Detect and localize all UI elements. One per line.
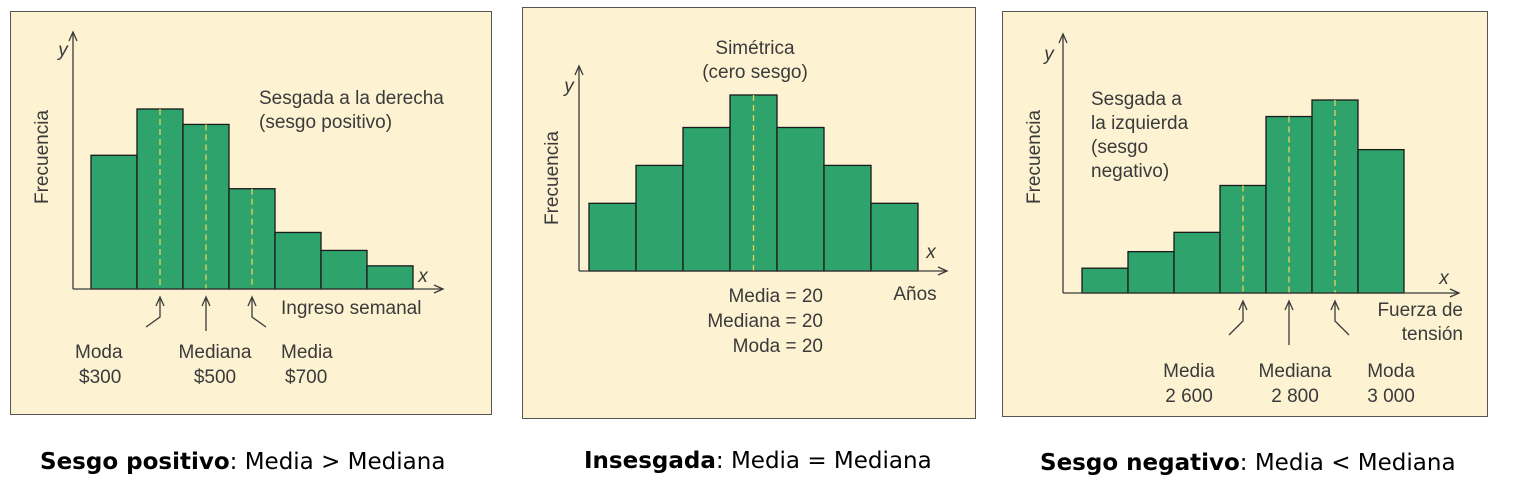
marker-value: 3 000: [1367, 386, 1415, 407]
caption-negative-skew-rest: : Media < Mediana: [1239, 450, 1456, 476]
center-stat-label: Moda = 20: [733, 336, 823, 357]
x-axis-arrow: [433, 284, 445, 294]
histogram-bar: [1265, 115, 1313, 294]
caption-symmetric-rest: : Media = Mediana: [715, 448, 932, 474]
chart-annotation-title: (sesgo positivo): [259, 112, 392, 133]
caption-symmetric-bold: Insesgada: [584, 448, 716, 474]
x-axis-label: Años: [893, 284, 936, 305]
histogram-bar: [366, 265, 414, 290]
chart-annotation-title: negativo): [1091, 161, 1169, 182]
marker-arrowhead: [247, 295, 257, 307]
histogram-bar: [682, 126, 731, 272]
panel-symmetric: y x Frecuencia Simétrica (cero sesgo) Años Med…: [522, 7, 976, 419]
histogram-bar: [90, 154, 138, 290]
histogram-bar: [823, 164, 872, 272]
marker-arrowhead: [1238, 299, 1248, 311]
marker-label: Media: [1163, 361, 1215, 382]
chart-annotation-title: la izquierda: [1091, 113, 1189, 134]
caption-negative-skew-bold: Sesgo negativo: [1040, 450, 1240, 476]
marker-label: Mediana: [1259, 361, 1332, 382]
y-axis-label: Frecuencia: [542, 131, 563, 225]
marker-arrowhead: [201, 295, 211, 307]
marker-label: Moda: [75, 342, 123, 363]
x-axis-symbol: x: [417, 266, 429, 287]
marker-arrowhead: [1284, 299, 1294, 311]
y-axis-label: Frecuencia: [32, 110, 53, 204]
marker-value: 2 600: [1165, 386, 1213, 407]
panel-negative-skew: y x Frecuencia Sesgada a la izquierda (sesgo n…: [1002, 11, 1488, 417]
histogram-bar: [1127, 250, 1175, 294]
caption-negative-skew: Sesgo negativo: Media < Mediana: [1040, 450, 1456, 476]
histogram-bar: [1357, 148, 1405, 294]
caption-positive-skew-rest: : Media > Mediana: [229, 449, 446, 475]
histogram-bar: [870, 202, 919, 272]
chart-annotation-title: Simétrica: [715, 38, 795, 59]
chart-negative-skew: y x Frecuencia Sesgada a la izquierda (sesgo n…: [1024, 32, 1463, 407]
marker-value: 2 800: [1271, 386, 1319, 407]
x-axis-label: tensión: [1402, 324, 1463, 345]
x-axis-symbol: x: [1438, 268, 1450, 289]
histogram-bar: [274, 231, 322, 290]
histogram-bar: [1173, 231, 1221, 294]
center-stat-label: Mediana = 20: [707, 311, 823, 332]
center-stat-label: Media = 20: [728, 286, 823, 307]
marker-label: Mediana: [179, 342, 252, 363]
chart-annotation-title: (sesgo: [1091, 137, 1148, 158]
x-axis-arrow: [937, 266, 949, 276]
chart-annotation-title: (cero sesgo): [702, 62, 808, 83]
marker-arrowhead: [1330, 299, 1340, 311]
caption-positive-skew: Sesgo positivo: Media > Mediana: [40, 449, 445, 475]
marker-arrowhead: [155, 295, 165, 307]
marker-value: $700: [285, 367, 327, 388]
x-axis-arrow: [1449, 288, 1461, 298]
y-axis-symbol: y: [56, 40, 69, 61]
y-axis-arrow: [68, 30, 78, 42]
marker-pointer-line: [1334, 303, 1350, 336]
marker-value: $500: [194, 367, 236, 388]
histogram-bar: [776, 126, 825, 272]
marker-pointer-line: [145, 299, 161, 328]
histogram-bar: [729, 94, 778, 272]
marker-value: $300: [79, 367, 121, 388]
y-axis-symbol: y: [562, 76, 575, 97]
marker-pointer-line: [251, 299, 267, 328]
y-axis-symbol: y: [1042, 44, 1055, 65]
caption-symmetric: Insesgada: Media = Mediana: [584, 448, 932, 474]
y-axis-arrow: [574, 64, 584, 76]
marker-pointer-line: [1228, 303, 1244, 336]
marker-label: Moda: [1367, 361, 1415, 382]
histogram-bar: [320, 249, 368, 290]
x-axis-label: Ingreso semanal: [281, 298, 421, 319]
y-axis-arrow: [1058, 32, 1068, 44]
chart-positive-skew: y x Frecuencia Sesgada a la derecha (sesgo p…: [32, 30, 445, 388]
x-axis-symbol: x: [925, 242, 937, 263]
y-axis-label: Frecuencia: [1024, 110, 1045, 204]
chart-annotation-title: Sesgada a la derecha: [259, 88, 444, 109]
chart-annotation-title: Sesgada a: [1091, 89, 1182, 110]
chart-symmetric: y x Frecuencia Simétrica (cero sesgo) Años Med…: [542, 38, 949, 357]
histogram-bar: [588, 202, 637, 272]
panel-positive-skew: y x Frecuencia Sesgada a la derecha (sesgo p…: [10, 11, 492, 415]
x-axis-label: Fuerza de: [1377, 300, 1463, 321]
marker-label: Media: [281, 342, 333, 363]
histogram-bar: [1081, 267, 1129, 294]
caption-positive-skew-bold: Sesgo positivo: [40, 449, 230, 475]
histogram-bar: [635, 164, 684, 272]
